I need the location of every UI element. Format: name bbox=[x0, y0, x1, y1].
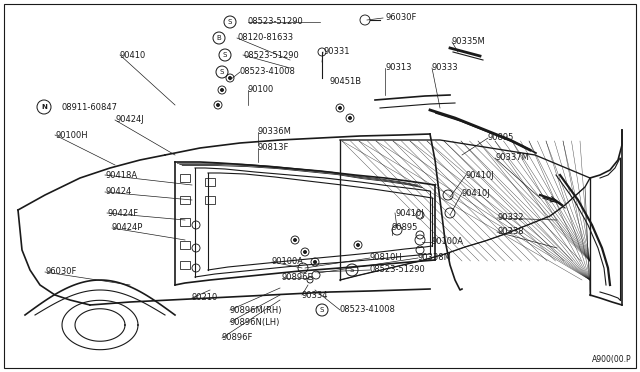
Circle shape bbox=[228, 77, 232, 80]
Text: 90336M: 90336M bbox=[258, 128, 292, 137]
Text: 90410J: 90410J bbox=[462, 189, 491, 198]
Text: 90418A: 90418A bbox=[105, 170, 137, 180]
Text: 90813F: 90813F bbox=[258, 144, 289, 153]
Bar bbox=[180, 261, 190, 269]
Circle shape bbox=[303, 250, 307, 253]
Text: 90313: 90313 bbox=[385, 64, 412, 73]
Text: 90896F: 90896F bbox=[222, 334, 253, 343]
Circle shape bbox=[221, 89, 223, 92]
Text: 90100: 90100 bbox=[248, 86, 275, 94]
Text: 08911-60847: 08911-60847 bbox=[62, 103, 118, 112]
Text: 90895: 90895 bbox=[392, 224, 419, 232]
Text: S: S bbox=[223, 52, 227, 58]
Bar bbox=[205, 178, 215, 186]
Text: 90895: 90895 bbox=[488, 134, 515, 142]
Text: 90424: 90424 bbox=[105, 187, 131, 196]
Circle shape bbox=[294, 238, 296, 241]
Text: 08523-41008: 08523-41008 bbox=[340, 305, 396, 314]
Circle shape bbox=[216, 103, 220, 106]
Text: 90100H: 90100H bbox=[55, 131, 88, 140]
Text: S: S bbox=[228, 19, 232, 25]
Text: 90331: 90331 bbox=[323, 48, 349, 57]
Circle shape bbox=[339, 106, 342, 109]
Text: 90338M: 90338M bbox=[418, 253, 452, 263]
Text: 90896M(RH): 90896M(RH) bbox=[230, 305, 282, 314]
Bar bbox=[180, 241, 190, 249]
Text: 90100A: 90100A bbox=[272, 257, 304, 266]
Bar bbox=[205, 196, 215, 204]
Text: 90335M: 90335M bbox=[452, 38, 486, 46]
Bar bbox=[180, 218, 190, 226]
Text: 90410: 90410 bbox=[120, 51, 147, 60]
Text: 90333: 90333 bbox=[432, 64, 459, 73]
Text: 96030F: 96030F bbox=[45, 267, 76, 276]
Text: 90100A: 90100A bbox=[432, 237, 464, 247]
Text: 08523-51290: 08523-51290 bbox=[248, 17, 304, 26]
Circle shape bbox=[356, 244, 360, 247]
Text: 90810H: 90810H bbox=[370, 253, 403, 263]
Text: A900(00.P: A900(00.P bbox=[593, 355, 632, 364]
Text: 08523-41008: 08523-41008 bbox=[240, 67, 296, 77]
Text: 90337M: 90337M bbox=[495, 154, 529, 163]
Text: 90424P: 90424P bbox=[112, 224, 143, 232]
Text: B: B bbox=[216, 35, 221, 41]
Text: 90210: 90210 bbox=[192, 294, 218, 302]
Text: 96030F: 96030F bbox=[385, 13, 417, 22]
Text: N: N bbox=[41, 104, 47, 110]
Text: 08523-51290: 08523-51290 bbox=[370, 266, 426, 275]
Text: 90410J: 90410J bbox=[466, 170, 495, 180]
Bar bbox=[180, 174, 190, 182]
Text: 90424J: 90424J bbox=[115, 115, 144, 125]
Text: S: S bbox=[350, 267, 354, 273]
Text: 90334: 90334 bbox=[302, 291, 328, 299]
Text: 08120-81633: 08120-81633 bbox=[237, 33, 293, 42]
Text: 90424F: 90424F bbox=[107, 208, 138, 218]
Text: S: S bbox=[220, 69, 224, 75]
Text: 08523-51290: 08523-51290 bbox=[243, 51, 299, 60]
Text: 90896E: 90896E bbox=[282, 273, 314, 282]
Text: 90338: 90338 bbox=[497, 228, 524, 237]
Bar bbox=[180, 196, 190, 204]
Text: 90451B: 90451B bbox=[330, 77, 362, 87]
Text: 90332: 90332 bbox=[497, 214, 524, 222]
Circle shape bbox=[349, 116, 351, 119]
Text: S: S bbox=[320, 307, 324, 313]
Text: 90410J: 90410J bbox=[395, 208, 424, 218]
Circle shape bbox=[314, 260, 317, 263]
Text: 90896N(LH): 90896N(LH) bbox=[230, 317, 280, 327]
